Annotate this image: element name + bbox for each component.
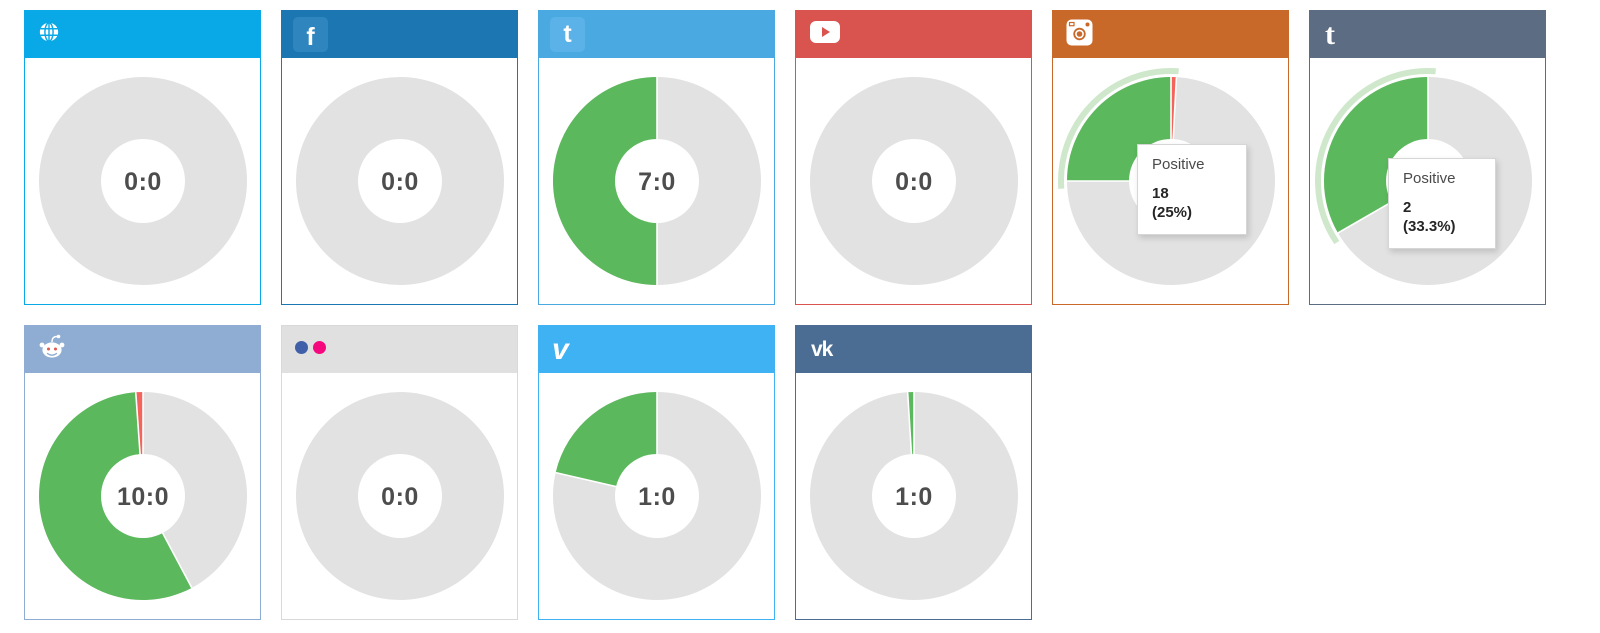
flickr-donut-svg[interactable]: 0:0 [285, 381, 515, 611]
donut-chart[interactable]: 0:0 [796, 58, 1031, 304]
ratio-label: 0:0 [381, 483, 419, 511]
donut-chart[interactable]: Positive 18 (25%) [1053, 58, 1288, 304]
donut-hole [614, 139, 699, 223]
tooltip-count: 2 [1403, 199, 1412, 216]
card-header [1053, 11, 1288, 58]
ratio-label: 1:0 [895, 483, 933, 511]
web-donut-svg[interactable]: 0:0 [28, 66, 258, 296]
vk-donut-svg[interactable]: 1:0 [799, 381, 1029, 611]
facebook-icon: f [293, 17, 328, 52]
donut-hole [871, 139, 956, 223]
ratio-label: 0:0 [895, 168, 933, 196]
card-header: f [282, 11, 517, 58]
hover-halo-arc [1314, 68, 1436, 245]
vimeo-donut-svg[interactable]: 1:0 [542, 381, 772, 611]
reddit-icon [39, 334, 65, 358]
donut-hole [871, 454, 956, 538]
donut-chart[interactable]: 1:0 [539, 373, 774, 619]
donut-chart[interactable]: 0:0 [282, 373, 517, 619]
facebook-donut-svg[interactable]: 0:0 [285, 66, 515, 296]
dashboard-grid: 0:0 f 0:0 t 7:0 0:0 [24, 10, 1546, 620]
chart-tooltip: Positive 18 (25%) [1137, 144, 1247, 235]
platform-card-twitter: t 7:0 [538, 10, 775, 305]
donut-chart[interactable]: 1:0 [796, 373, 1031, 619]
donut-chart[interactable]: 7:0 [539, 58, 774, 304]
globe-icon [39, 22, 59, 42]
twitter-donut-svg[interactable]: 7:0 [542, 66, 772, 296]
youtube-donut-svg[interactable]: 0:0 [799, 66, 1029, 296]
donut-hole [100, 139, 185, 223]
platform-card-reddit: 10:0 [24, 325, 261, 620]
twitter-icon: t [550, 17, 585, 52]
hover-halo-arc [1057, 68, 1179, 189]
donut-chart[interactable]: 10:0 [25, 373, 260, 619]
platform-card-facebook: f 0:0 [281, 10, 518, 305]
platform-card-youtube: 0:0 [795, 10, 1032, 305]
youtube-icon [810, 21, 840, 43]
card-header: t [539, 11, 774, 58]
card-header: vk [796, 326, 1031, 373]
flickr-icon [295, 340, 326, 358]
platform-card-flickr: 0:0 [281, 325, 518, 620]
instagram-icon [1066, 19, 1093, 45]
ratio-label: 7:0 [638, 168, 676, 196]
donut-hole [357, 139, 442, 223]
ratio-label: 0:0 [381, 168, 419, 196]
donut-chart[interactable]: 0:0 [282, 58, 517, 304]
vk-icon: vk [811, 337, 833, 361]
platform-card-tumblr: t Positive 2 (33.3%) [1309, 10, 1546, 305]
tooltip-sentiment-label: Positive [1152, 156, 1205, 173]
tooltip-percent: (33.3%) [1403, 217, 1456, 235]
reddit-donut-svg[interactable]: 10:0 [28, 381, 258, 611]
tumblr-icon: t [1325, 17, 1335, 51]
tooltip-count: 18 [1152, 185, 1169, 202]
card-header [796, 11, 1031, 58]
chart-tooltip: Positive 2 (33.3%) [1388, 158, 1496, 249]
tooltip-percent: (25%) [1152, 203, 1193, 221]
donut-hole [100, 454, 185, 538]
donut-hole [357, 454, 442, 538]
donut-chart[interactable]: Positive 2 (33.3%) [1310, 58, 1545, 304]
ratio-label: 1:0 [638, 483, 676, 511]
platform-card-vk: vk 1:0 [795, 325, 1032, 620]
platform-card-instagram: Positive 18 (25%) [1052, 10, 1289, 305]
donut-chart[interactable]: 0:0 [25, 58, 260, 304]
ratio-label: 0:0 [124, 168, 162, 196]
donut-hole [614, 454, 699, 538]
platform-card-web: 0:0 [24, 10, 261, 305]
tooltip-sentiment-label: Positive [1403, 170, 1456, 187]
ratio-label: 10:0 [116, 483, 168, 511]
card-header: t [1310, 11, 1545, 58]
card-header [25, 326, 260, 373]
positive-slice[interactable] [552, 77, 657, 285]
platform-card-vimeo: v 1:0 [538, 325, 775, 620]
card-header [25, 11, 260, 58]
vimeo-icon: v [552, 332, 569, 366]
card-header: v [539, 326, 774, 373]
card-header [282, 326, 517, 373]
